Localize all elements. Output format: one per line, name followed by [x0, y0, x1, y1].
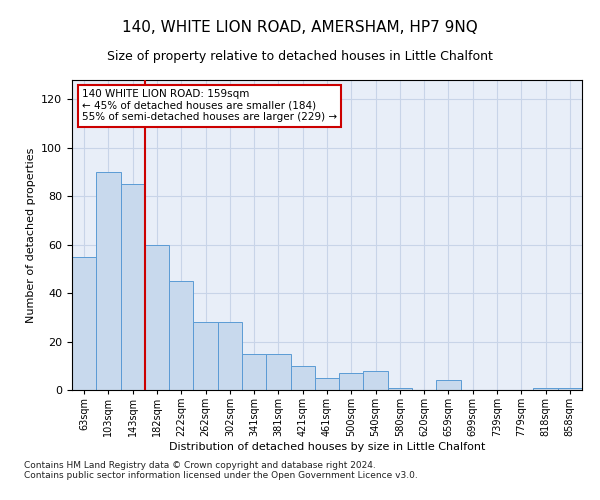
Bar — [242, 354, 266, 390]
Bar — [290, 366, 315, 390]
Y-axis label: Number of detached properties: Number of detached properties — [26, 148, 35, 322]
Bar — [388, 388, 412, 390]
Bar — [218, 322, 242, 390]
Bar — [436, 380, 461, 390]
Bar — [364, 370, 388, 390]
Bar — [558, 388, 582, 390]
Bar — [266, 354, 290, 390]
Bar — [145, 244, 169, 390]
X-axis label: Distribution of detached houses by size in Little Chalfont: Distribution of detached houses by size … — [169, 442, 485, 452]
Bar — [339, 373, 364, 390]
Bar — [169, 281, 193, 390]
Text: Contains HM Land Registry data © Crown copyright and database right 2024.
Contai: Contains HM Land Registry data © Crown c… — [24, 460, 418, 480]
Bar — [121, 184, 145, 390]
Text: 140 WHITE LION ROAD: 159sqm
← 45% of detached houses are smaller (184)
55% of se: 140 WHITE LION ROAD: 159sqm ← 45% of det… — [82, 90, 337, 122]
Bar — [533, 388, 558, 390]
Text: Size of property relative to detached houses in Little Chalfont: Size of property relative to detached ho… — [107, 50, 493, 63]
Bar — [72, 257, 96, 390]
Bar — [96, 172, 121, 390]
Bar — [315, 378, 339, 390]
Text: 140, WHITE LION ROAD, AMERSHAM, HP7 9NQ: 140, WHITE LION ROAD, AMERSHAM, HP7 9NQ — [122, 20, 478, 35]
Bar — [193, 322, 218, 390]
